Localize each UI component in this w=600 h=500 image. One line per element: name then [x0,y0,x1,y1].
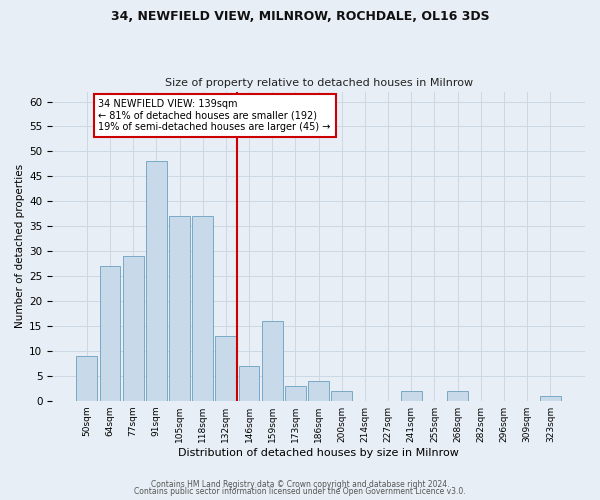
X-axis label: Distribution of detached houses by size in Milnrow: Distribution of detached houses by size … [178,448,459,458]
Bar [215,336,236,400]
Bar [123,256,143,400]
Bar [540,396,561,400]
Title: Size of property relative to detached houses in Milnrow: Size of property relative to detached ho… [164,78,473,88]
Bar [401,390,422,400]
Bar [331,390,352,400]
Text: Contains HM Land Registry data © Crown copyright and database right 2024.: Contains HM Land Registry data © Crown c… [151,480,449,489]
Y-axis label: Number of detached properties: Number of detached properties [15,164,25,328]
Bar [262,321,283,400]
Bar [447,390,468,400]
Text: 34, NEWFIELD VIEW, MILNROW, ROCHDALE, OL16 3DS: 34, NEWFIELD VIEW, MILNROW, ROCHDALE, OL… [110,10,490,23]
Text: 34 NEWFIELD VIEW: 139sqm
← 81% of detached houses are smaller (192)
19% of semi-: 34 NEWFIELD VIEW: 139sqm ← 81% of detach… [98,99,331,132]
Bar [308,381,329,400]
Bar [146,162,167,400]
Bar [285,386,306,400]
Bar [239,366,259,400]
Text: Contains public sector information licensed under the Open Government Licence v3: Contains public sector information licen… [134,487,466,496]
Bar [192,216,213,400]
Bar [76,356,97,401]
Bar [100,266,121,400]
Bar [169,216,190,400]
